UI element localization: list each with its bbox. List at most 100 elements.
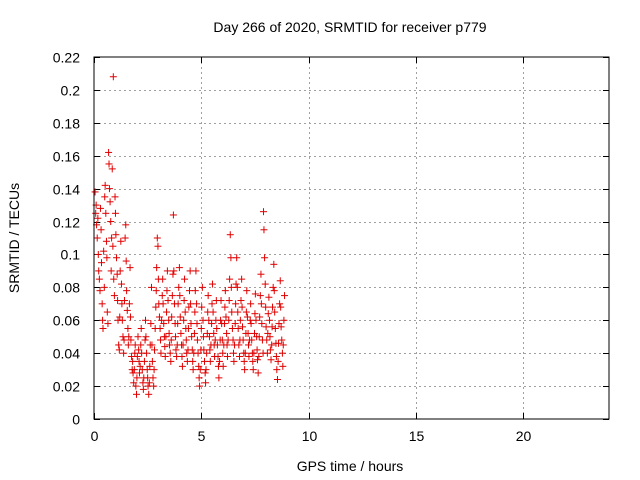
data-point [217, 316, 225, 324]
data-point [184, 325, 192, 332]
data-point [269, 283, 277, 291]
data-point [232, 280, 240, 288]
data-point [242, 308, 250, 316]
data-point [268, 341, 276, 349]
data-point [229, 336, 237, 344]
data-point [112, 231, 120, 239]
data-point [190, 329, 198, 337]
data-point [206, 357, 214, 365]
data-point [126, 264, 134, 272]
data-point [123, 306, 131, 314]
data-point [124, 341, 132, 349]
data-point [251, 310, 259, 318]
data-point [241, 349, 249, 357]
data-point [219, 362, 227, 370]
data-point [115, 346, 123, 354]
data-point [110, 275, 118, 283]
data-point [279, 362, 287, 370]
data-point [92, 209, 100, 217]
data-point [95, 275, 103, 283]
data-point [252, 316, 260, 324]
data-point [152, 303, 160, 311]
data-point [122, 221, 130, 229]
data-point [93, 234, 101, 242]
data-point [126, 313, 134, 321]
data-point [105, 185, 113, 193]
data-point [167, 357, 175, 365]
data-point [157, 349, 165, 357]
data-point [105, 160, 113, 168]
data-point [122, 257, 130, 265]
data-point [208, 280, 216, 288]
plot-frame [93, 56, 610, 420]
data-point [214, 352, 222, 360]
data-point [183, 349, 191, 357]
data-point [247, 320, 255, 328]
data-point [115, 341, 123, 349]
data-point [255, 352, 263, 360]
data-point [149, 374, 157, 382]
data-point [202, 366, 210, 374]
data-point [217, 297, 225, 305]
data-point [225, 316, 233, 324]
data-point [249, 366, 257, 374]
data-point [180, 297, 188, 305]
data-point [95, 267, 103, 275]
data-point [153, 234, 161, 242]
data-point [172, 346, 180, 354]
data-point [160, 320, 168, 328]
data-point [221, 287, 229, 295]
data-point [176, 292, 184, 300]
data-point [102, 209, 110, 217]
data-point [240, 357, 248, 365]
data-point [175, 264, 183, 272]
data-point [94, 214, 102, 222]
data-point [260, 226, 268, 234]
data-point [220, 320, 228, 328]
x-tick-label: 10 [302, 428, 318, 444]
data-point [270, 287, 278, 295]
data-point [114, 297, 122, 305]
data-point [248, 336, 256, 344]
data-point [142, 316, 149, 324]
data-point [230, 357, 238, 365]
data-point [272, 352, 280, 360]
data-point [204, 292, 212, 300]
data-point [102, 237, 110, 245]
data-point [271, 325, 279, 332]
data-point [193, 320, 201, 328]
data-point [161, 343, 169, 351]
data-point [249, 357, 257, 365]
data-point [189, 357, 197, 365]
data-point [111, 193, 119, 201]
data-point [166, 349, 174, 357]
data-point [244, 329, 252, 337]
data-point [273, 376, 281, 384]
data-point [202, 379, 210, 387]
data-point [110, 292, 118, 300]
data-point [159, 275, 167, 283]
data-point [158, 292, 166, 300]
data-point [96, 287, 104, 295]
y-axis-label: SRMTID / TECUs [6, 183, 22, 293]
data-point [262, 303, 270, 311]
data-point [166, 341, 174, 349]
data-point [263, 349, 271, 357]
data-point [139, 379, 147, 387]
data-point [146, 362, 154, 370]
data-point [152, 287, 160, 295]
data-point [108, 165, 116, 173]
data-point [159, 300, 167, 308]
data-point [223, 352, 231, 360]
x-axis-label: GPS time / hours [297, 458, 404, 474]
data-point [245, 352, 253, 360]
data-point [174, 320, 182, 328]
data-point [165, 329, 173, 337]
data-point [174, 300, 182, 308]
data-point [147, 320, 155, 328]
data-point [237, 297, 245, 305]
data-point [130, 366, 138, 374]
data-point [185, 303, 193, 311]
data-point [107, 267, 115, 275]
